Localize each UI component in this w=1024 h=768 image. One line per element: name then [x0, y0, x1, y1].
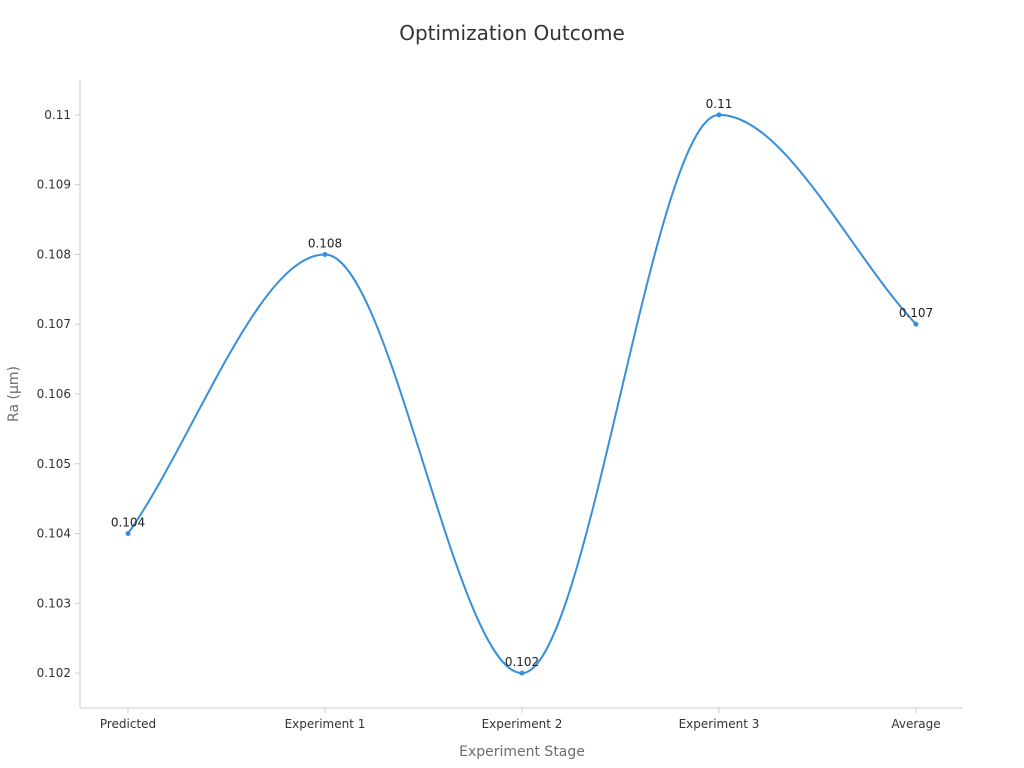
data-point: [519, 670, 525, 676]
data-label: 0.102: [505, 655, 539, 669]
x-tick-label: Average: [891, 717, 940, 731]
data-point: [125, 531, 131, 537]
y-tick-label: 0.104: [37, 527, 71, 541]
series-line: [127, 113, 917, 675]
data-labels: 0.104 0.108 0.102 0.11 0.107: [111, 97, 933, 669]
data-label: 0.107: [899, 306, 933, 320]
x-tick-label: Experiment 2: [482, 717, 563, 731]
y-axis-ticks: 0.102 0.103 0.104 0.105 0.106 0.107 0.108 0.109…: [37, 108, 80, 680]
y-tick-label: 0.11: [44, 108, 71, 122]
x-axis-ticks: Predicted Experiment 1 Experiment 2 Experim…: [100, 708, 941, 731]
data-point: [322, 251, 328, 257]
y-tick-label: 0.107: [37, 317, 71, 331]
data-point: [913, 321, 919, 327]
y-tick-label: 0.108: [37, 247, 71, 261]
data-point: [716, 112, 722, 118]
x-axis-title: Experiment Stage: [459, 744, 585, 760]
data-label: 0.108: [308, 236, 342, 250]
data-label: 0.11: [706, 97, 733, 111]
x-tick-label: Experiment 3: [679, 717, 760, 731]
data-points: [125, 112, 919, 676]
y-tick-label: 0.102: [37, 666, 71, 680]
x-tick-label: Predicted: [100, 717, 156, 731]
y-tick-label: 0.109: [37, 178, 71, 192]
y-tick-label: 0.103: [37, 596, 71, 610]
y-tick-label: 0.106: [37, 387, 71, 401]
y-tick-label: 0.105: [37, 457, 71, 471]
y-axis-title: Ra (μm): [6, 366, 22, 422]
chart-title: Optimization Outcome: [399, 21, 625, 45]
data-label: 0.104: [111, 516, 145, 530]
x-tick-label: Experiment 1: [285, 717, 366, 731]
